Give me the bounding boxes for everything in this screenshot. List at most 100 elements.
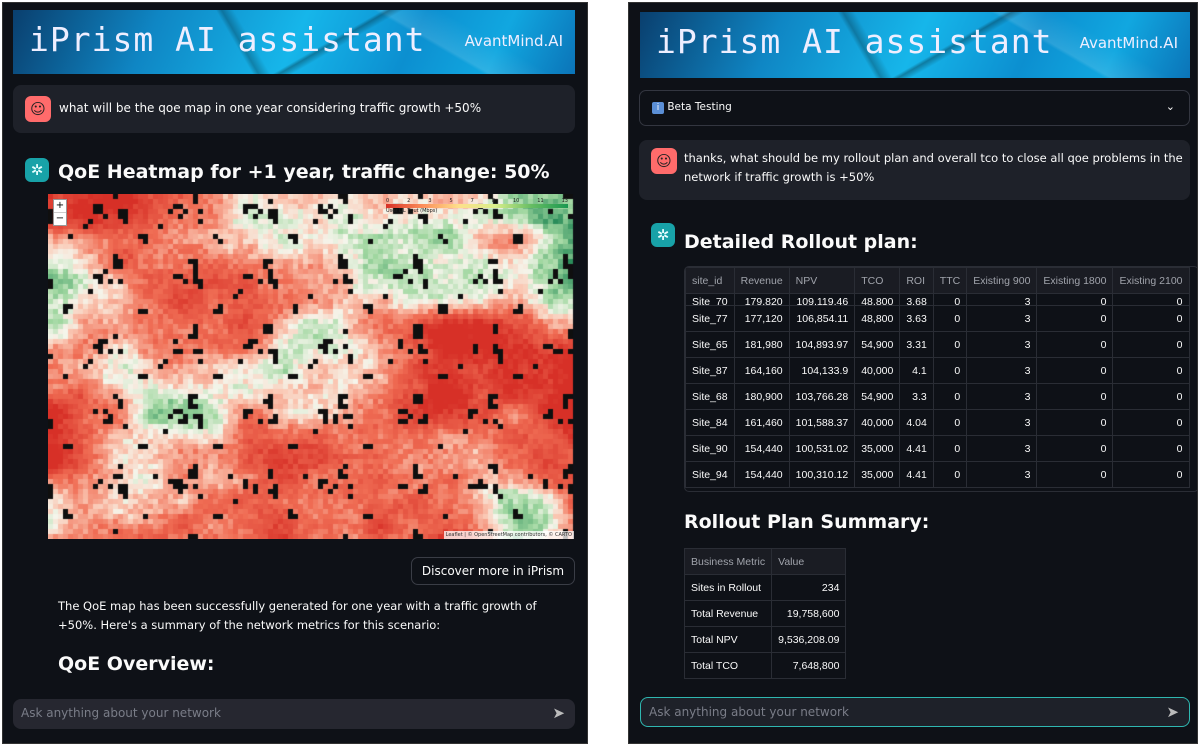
table-cell: 0 xyxy=(1112,305,1190,332)
table-cell: 0 xyxy=(1112,461,1190,488)
table-cell: 0 xyxy=(1036,409,1114,436)
table-cell: 9,536,208.09 xyxy=(771,626,847,653)
table-row[interactable]: Total NPV 9,536,208.09 xyxy=(684,626,847,653)
table-row[interactable]: Total Revenue 19,758,600 xyxy=(684,600,847,627)
left-chat-panel: iPrism AI assistant AvantMind.AI ☺ what … xyxy=(2,2,588,744)
table-row[interactable]: Site_68 180,900 103,766.28 54,900 3.3 0 3 0 0 xyxy=(685,383,1190,410)
table-cell: 104,893.97 xyxy=(788,331,856,358)
user-message-text: thanks, what should be my rollout plan a… xyxy=(684,151,1183,184)
table-cell: 3 xyxy=(966,331,1038,358)
beta-testing-expander[interactable]: i Beta Testing ⌄ xyxy=(639,90,1190,126)
table-row[interactable]: Total TCO 7,648,800 xyxy=(684,652,847,679)
column-header[interactable]: TCO xyxy=(854,267,901,294)
column-header[interactable]: site_id xyxy=(685,267,735,294)
table-cell: Site_87 xyxy=(685,357,735,384)
discover-more-button[interactable]: Discover more in iPrism xyxy=(411,557,575,585)
column-header[interactable]: ROI xyxy=(899,267,934,294)
heatmap-heading: QoE Heatmap for +1 year, traffic change:… xyxy=(58,161,550,183)
table-cell: 0 xyxy=(1112,357,1190,384)
table-cell: 0 xyxy=(932,305,968,332)
assistant-avatar-icon: ✲ xyxy=(651,223,675,247)
table-cell: Site_94 xyxy=(685,461,735,488)
table-cell: 7,648,800 xyxy=(771,652,847,679)
table-cell: Total Revenue xyxy=(684,600,773,627)
table-cell: 0 xyxy=(932,293,968,306)
column-header[interactable]: Value xyxy=(771,548,847,575)
legend-tick: 13 xyxy=(561,198,568,204)
user-avatar-icon: ☺ xyxy=(25,96,51,122)
table-cell: 3.31 xyxy=(899,331,934,358)
table-cell: 180,900 xyxy=(733,383,790,410)
rollout-table[interactable]: site_id Revenue NPV TCO ROI TTC Existing 900 Ex… xyxy=(684,266,1197,492)
info-icon: i xyxy=(652,102,664,114)
zoom-in-button[interactable]: + xyxy=(54,200,66,213)
table-row[interactable]: Site_84 161,460 101,588.37 40,000 4.04 0 3 0 0 xyxy=(685,409,1190,436)
table-cell: 0 xyxy=(932,357,968,384)
table-cell: 164,160 xyxy=(733,357,790,384)
assistant-summary-text: The QoE map has been successfully genera… xyxy=(58,599,537,632)
table-cell: 3.63 xyxy=(899,305,934,332)
heatmap-canvas[interactable] xyxy=(48,194,574,539)
table-cell: Total NPV xyxy=(684,626,773,653)
map-attribution[interactable]: Leaflet | © OpenStreetMap contributors, … xyxy=(443,531,574,539)
table-cell: 177,120 xyxy=(733,305,790,332)
legend-title: User DL Tput (Mbps) xyxy=(386,208,438,214)
send-icon[interactable]: ➤ xyxy=(1166,703,1179,721)
table-cell: 0 xyxy=(932,409,968,436)
chat-input-placeholder: Ask anything about your network xyxy=(649,705,849,719)
table-cell: Total TCO xyxy=(684,652,773,679)
table-cell: 0 xyxy=(1036,435,1114,462)
app-banner: iPrism AI assistant AvantMind.AI xyxy=(13,10,575,74)
summary-table[interactable]: Business Metric Value Sites in Rollout 234 T… xyxy=(684,548,847,683)
table-cell: 154,440 xyxy=(733,435,790,462)
table-cell: 234 xyxy=(771,574,847,601)
table-cell: Site_70 xyxy=(685,293,735,306)
column-header[interactable]: Existing 1800 xyxy=(1036,267,1114,294)
table-row[interactable]: Site_90 154,440 100,531.02 35,000 4.41 0 3 0 0 xyxy=(685,435,1190,462)
expander-label: Beta Testing xyxy=(667,101,732,113)
column-header[interactable]: Business Metric xyxy=(684,548,773,575)
table-cell: 0 xyxy=(1036,293,1114,306)
brand-label: AvantMind.AI xyxy=(464,32,563,50)
table-cell: 3 xyxy=(966,461,1038,488)
legend-tick: 10 xyxy=(512,198,520,204)
column-header[interactable]: TTC xyxy=(932,267,968,294)
table-row[interactable]: Site_87 164,160 104,133.9 40,000 4.1 0 3 0 0 xyxy=(685,357,1190,384)
table-cell: 100,310.12 xyxy=(788,461,856,488)
table-cell: 103,766.28 xyxy=(788,383,856,410)
table-cell: 0 xyxy=(1112,383,1190,410)
table-row[interactable]: Site_77 177,120 106,854.11 48,800 3.63 0 3 0 0 xyxy=(685,305,1190,332)
table-row[interactable]: Site_70 179,820 109,119.46 48,800 3.68 0 3 0 0 xyxy=(685,293,1190,306)
chat-input[interactable]: Ask anything about your network ➤ xyxy=(13,699,575,729)
table-cell: 3 xyxy=(966,409,1038,436)
table-cell: 161,460 xyxy=(733,409,790,436)
legend-tick: 8 xyxy=(491,198,495,204)
table-cell: 181,980 xyxy=(733,331,790,358)
column-header[interactable]: Revenue xyxy=(733,267,790,294)
zoom-out-button[interactable]: − xyxy=(55,213,65,224)
zoom-controls: + − xyxy=(53,199,67,226)
table-cell: 3 xyxy=(966,305,1038,332)
chevron-down-icon: ⌄ xyxy=(1165,100,1175,113)
table-row[interactable]: Site_65 181,980 104,893.97 54,900 3.31 0 3 0 0 xyxy=(685,331,1190,358)
table-cell: Site_90 xyxy=(685,435,735,462)
column-header[interactable]: NPV xyxy=(788,267,856,294)
table-cell: 3 xyxy=(966,435,1038,462)
column-header[interactable]: Existing 2100 xyxy=(1112,267,1190,294)
brand-label: AvantMind.AI xyxy=(1079,34,1178,52)
qoe-heatmap-map[interactable]: + − 0 2 3 5 7 8 10 11 13 User DL Tput (Mbps) Lea… xyxy=(48,194,574,539)
table-cell: 0 xyxy=(932,435,968,462)
table-cell: 0 xyxy=(932,383,968,410)
table-row[interactable]: Site_94 154,440 100,310.12 35,000 4.41 0 3 0 0 xyxy=(685,461,1190,488)
table-cell: 3 xyxy=(966,293,1038,306)
table-cell: 101,588.37 xyxy=(788,409,856,436)
table-row[interactable]: Sites in Rollout 234 xyxy=(684,574,847,601)
send-icon[interactable]: ➤ xyxy=(552,704,565,722)
table-cell: 0 xyxy=(1036,305,1114,332)
chat-input[interactable]: Ask anything about your network ➤ xyxy=(640,697,1190,727)
legend-colorbar xyxy=(386,204,568,208)
table-cell: 48,800 xyxy=(854,293,901,306)
table-header: Business Metric Value xyxy=(684,548,847,575)
column-header[interactable]: Existing 900 xyxy=(966,267,1038,294)
table-cell: 35,000 xyxy=(854,461,901,488)
